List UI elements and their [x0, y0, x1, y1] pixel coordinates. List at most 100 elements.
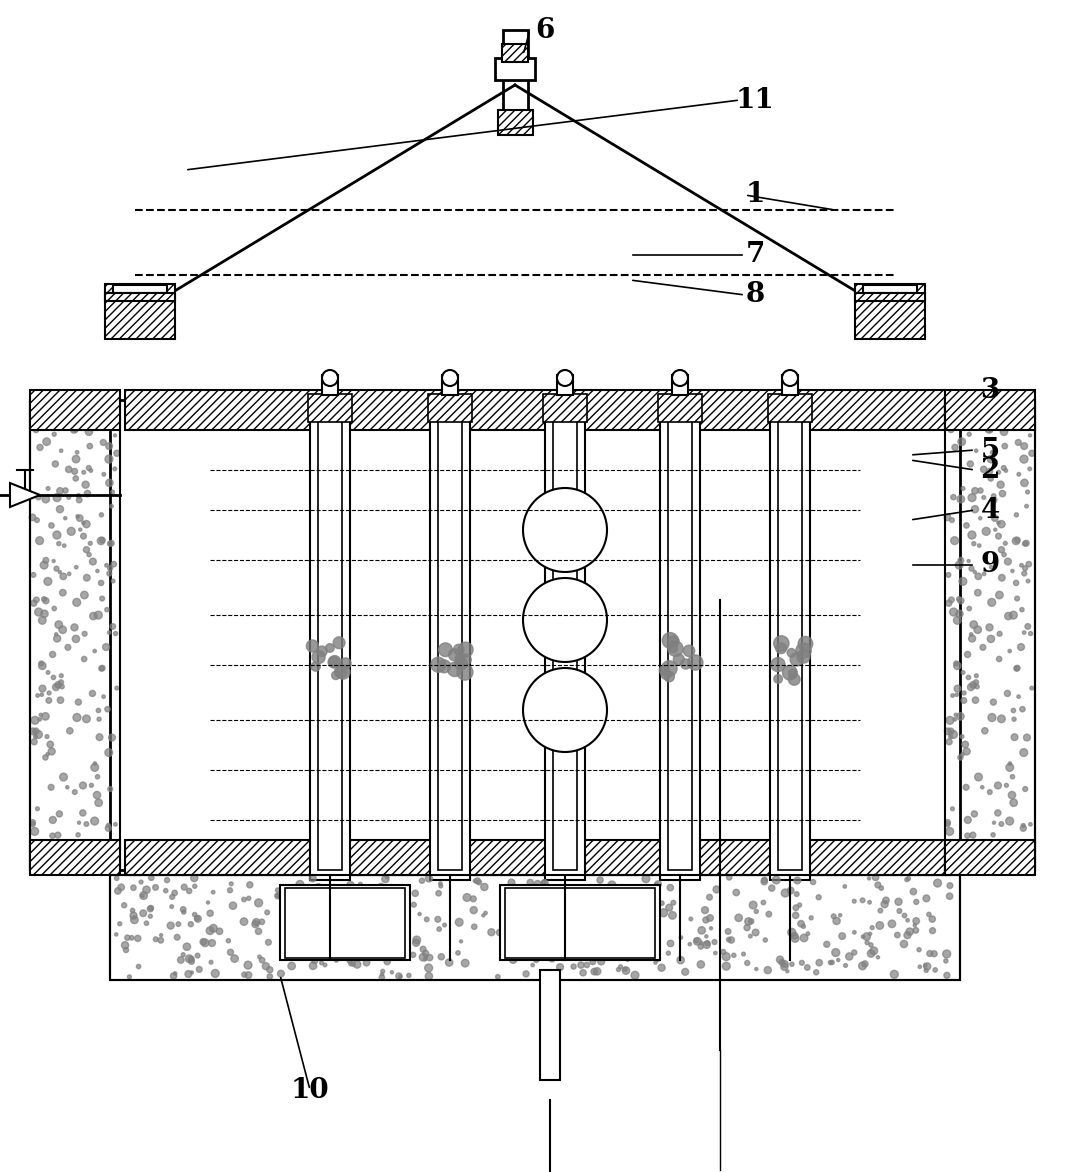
Circle shape — [77, 515, 83, 522]
Circle shape — [445, 959, 453, 966]
Circle shape — [1005, 817, 1014, 825]
Circle shape — [209, 940, 215, 947]
Circle shape — [578, 920, 586, 928]
Circle shape — [43, 438, 50, 445]
Circle shape — [954, 714, 957, 716]
Circle shape — [1029, 434, 1032, 437]
Circle shape — [67, 496, 70, 499]
Circle shape — [947, 883, 953, 888]
Circle shape — [80, 782, 86, 789]
Circle shape — [1004, 690, 1011, 696]
Circle shape — [992, 497, 997, 503]
Circle shape — [321, 890, 325, 894]
Circle shape — [91, 817, 99, 825]
Circle shape — [1029, 450, 1035, 456]
Bar — [945, 400, 1035, 870]
Circle shape — [954, 686, 961, 691]
Circle shape — [968, 635, 976, 642]
Circle shape — [121, 902, 127, 908]
Circle shape — [648, 907, 654, 913]
Circle shape — [617, 968, 621, 972]
Text: 10: 10 — [291, 1077, 329, 1104]
Circle shape — [1004, 558, 1012, 565]
Bar — [308, 394, 353, 422]
Circle shape — [963, 748, 970, 755]
Circle shape — [967, 461, 973, 466]
Circle shape — [83, 715, 91, 723]
Circle shape — [1017, 695, 1020, 699]
Circle shape — [495, 975, 501, 979]
Circle shape — [72, 790, 77, 795]
Circle shape — [951, 495, 956, 499]
Circle shape — [879, 908, 883, 913]
Circle shape — [134, 935, 141, 941]
Bar — [502, 45, 528, 62]
Circle shape — [993, 822, 996, 824]
Circle shape — [573, 946, 580, 953]
Circle shape — [1012, 708, 1016, 713]
Circle shape — [153, 936, 158, 941]
Text: 3: 3 — [981, 376, 1000, 403]
Circle shape — [541, 898, 544, 901]
Circle shape — [605, 914, 610, 920]
Circle shape — [852, 899, 856, 904]
Circle shape — [185, 955, 193, 962]
Circle shape — [867, 949, 874, 958]
Circle shape — [43, 496, 50, 503]
Circle shape — [955, 561, 963, 568]
Circle shape — [326, 643, 334, 653]
Circle shape — [952, 444, 958, 450]
Bar — [945, 400, 1035, 870]
Circle shape — [72, 428, 78, 432]
Bar — [495, 57, 535, 80]
Circle shape — [1029, 823, 1032, 826]
Circle shape — [296, 880, 304, 888]
Circle shape — [1014, 580, 1019, 586]
Circle shape — [971, 488, 979, 495]
Circle shape — [39, 714, 43, 716]
Circle shape — [63, 488, 68, 493]
Bar — [30, 840, 120, 875]
Circle shape — [309, 875, 316, 881]
Circle shape — [80, 810, 86, 816]
Circle shape — [861, 898, 865, 902]
Circle shape — [40, 611, 48, 618]
Circle shape — [801, 925, 805, 928]
Circle shape — [974, 684, 979, 689]
Bar — [557, 375, 573, 395]
Circle shape — [888, 920, 896, 927]
Circle shape — [971, 416, 974, 420]
Circle shape — [643, 897, 650, 902]
Circle shape — [191, 874, 198, 881]
Circle shape — [347, 959, 351, 963]
Circle shape — [65, 645, 70, 650]
Circle shape — [278, 970, 284, 977]
Circle shape — [384, 914, 391, 920]
Circle shape — [376, 924, 380, 928]
Circle shape — [247, 897, 251, 900]
Circle shape — [761, 877, 768, 883]
Circle shape — [998, 546, 1004, 553]
Circle shape — [33, 853, 37, 858]
Circle shape — [626, 958, 629, 961]
Bar — [318, 406, 342, 870]
Circle shape — [968, 531, 976, 539]
Circle shape — [87, 443, 93, 449]
Circle shape — [55, 682, 62, 688]
Circle shape — [43, 558, 49, 564]
Circle shape — [130, 912, 137, 919]
Circle shape — [1028, 466, 1032, 471]
Circle shape — [957, 438, 966, 445]
Circle shape — [84, 490, 91, 497]
Circle shape — [1020, 607, 1025, 612]
Circle shape — [71, 469, 78, 475]
Circle shape — [883, 897, 889, 904]
Circle shape — [201, 939, 209, 947]
Circle shape — [73, 476, 79, 481]
Circle shape — [358, 946, 364, 952]
Circle shape — [923, 895, 930, 901]
Circle shape — [52, 559, 55, 563]
Circle shape — [671, 900, 675, 905]
Circle shape — [545, 911, 552, 918]
Circle shape — [128, 975, 131, 979]
